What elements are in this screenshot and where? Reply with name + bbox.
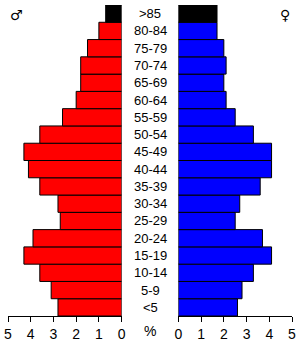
svg-text:4: 4 <box>27 326 35 342</box>
svg-text:30-34: 30-34 <box>134 196 167 211</box>
svg-text:5-9: 5-9 <box>141 283 160 298</box>
svg-text:>85: >85 <box>139 6 161 21</box>
svg-text:1: 1 <box>197 326 205 342</box>
svg-text:3: 3 <box>50 326 58 342</box>
svg-text:0: 0 <box>118 326 126 342</box>
svg-text:25-29: 25-29 <box>134 213 167 228</box>
svg-text:50-54: 50-54 <box>134 127 167 142</box>
svg-text:♀: ♀ <box>280 7 290 23</box>
svg-text:3: 3 <box>243 326 251 342</box>
svg-text:35-39: 35-39 <box>134 179 167 194</box>
svg-text:10-14: 10-14 <box>134 265 167 280</box>
svg-text:40-44: 40-44 <box>134 162 167 177</box>
svg-text:5: 5 <box>4 326 12 342</box>
svg-text:1: 1 <box>95 326 103 342</box>
svg-text:♂: ♂ <box>10 7 23 23</box>
svg-text:2: 2 <box>72 326 80 342</box>
svg-text:45-49: 45-49 <box>134 144 167 159</box>
svg-text:80-84: 80-84 <box>134 23 167 38</box>
svg-text:0: 0 <box>175 326 183 342</box>
svg-text:55-59: 55-59 <box>134 110 167 125</box>
svg-text:20-24: 20-24 <box>134 231 167 246</box>
svg-text:4: 4 <box>265 326 273 342</box>
svg-text:5: 5 <box>288 326 296 342</box>
svg-text:65-69: 65-69 <box>134 75 167 90</box>
svg-text:2: 2 <box>220 326 228 342</box>
svg-text:75-79: 75-79 <box>134 41 167 56</box>
svg-text:%: % <box>144 323 156 339</box>
svg-text:70-74: 70-74 <box>134 58 167 73</box>
svg-text:<5: <5 <box>143 300 158 315</box>
svg-text:15-19: 15-19 <box>134 248 167 263</box>
svg-text:60-64: 60-64 <box>134 93 167 108</box>
